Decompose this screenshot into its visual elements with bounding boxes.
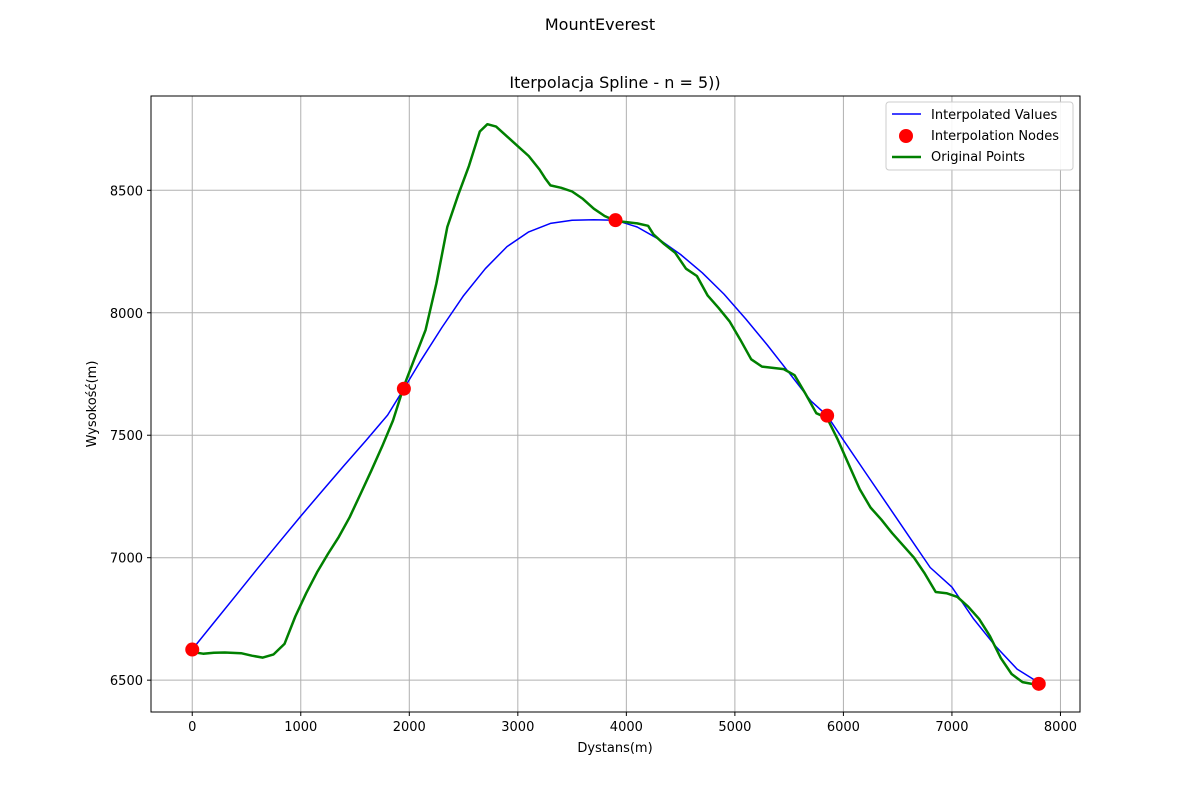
chart-title: Iterpolacja Spline - n = 5)) [509, 73, 720, 92]
grid-lines [151, 96, 1080, 712]
plot-content [185, 122, 1046, 691]
x-axis: 0 1000 2000 3000 4000 5000 6000 7000 8000 [188, 712, 1077, 735]
y-tick-label: 7500 [110, 429, 143, 444]
y-axis-label: Wysokość(m) [85, 361, 100, 448]
y-tick-label: 8500 [110, 184, 143, 199]
x-tick-label: 4000 [610, 720, 643, 735]
y-tick-label: 6500 [110, 674, 143, 689]
y-tick-label: 8000 [110, 307, 143, 322]
legend-label-original: Original Points [931, 150, 1025, 165]
x-tick-label: 6000 [827, 720, 860, 735]
interpolation-node-point [185, 642, 200, 657]
interpolation-node-point [608, 213, 623, 228]
x-tick-label: 5000 [718, 720, 751, 735]
x-tick-label: 7000 [935, 720, 968, 735]
legend-swatch-nodes [899, 129, 913, 143]
interpolation-node-point [1031, 676, 1046, 691]
y-tick-label: 7000 [110, 552, 143, 567]
x-tick-label: 0 [188, 720, 196, 735]
plot-frame [150, 95, 1081, 713]
x-tick-label: 3000 [501, 720, 534, 735]
y-axis: 6500 7000 7500 8000 8500 [110, 184, 151, 689]
x-tick-label: 2000 [393, 720, 426, 735]
legend-label-nodes: Interpolation Nodes [931, 129, 1059, 144]
legend-box [885, 101, 1074, 171]
x-axis-label: Dystans(m) [577, 741, 652, 756]
x-tick-label: 1000 [284, 720, 317, 735]
legend-label-interpolated: Interpolated Values [931, 108, 1057, 123]
legend: Interpolated Values Interpolation Nodes … [885, 101, 1074, 171]
figure-title: MountEverest [545, 15, 655, 34]
interpolation-node-point [396, 381, 411, 396]
x-tick-label: 8000 [1044, 720, 1077, 735]
interpolation-node-point [820, 408, 835, 423]
